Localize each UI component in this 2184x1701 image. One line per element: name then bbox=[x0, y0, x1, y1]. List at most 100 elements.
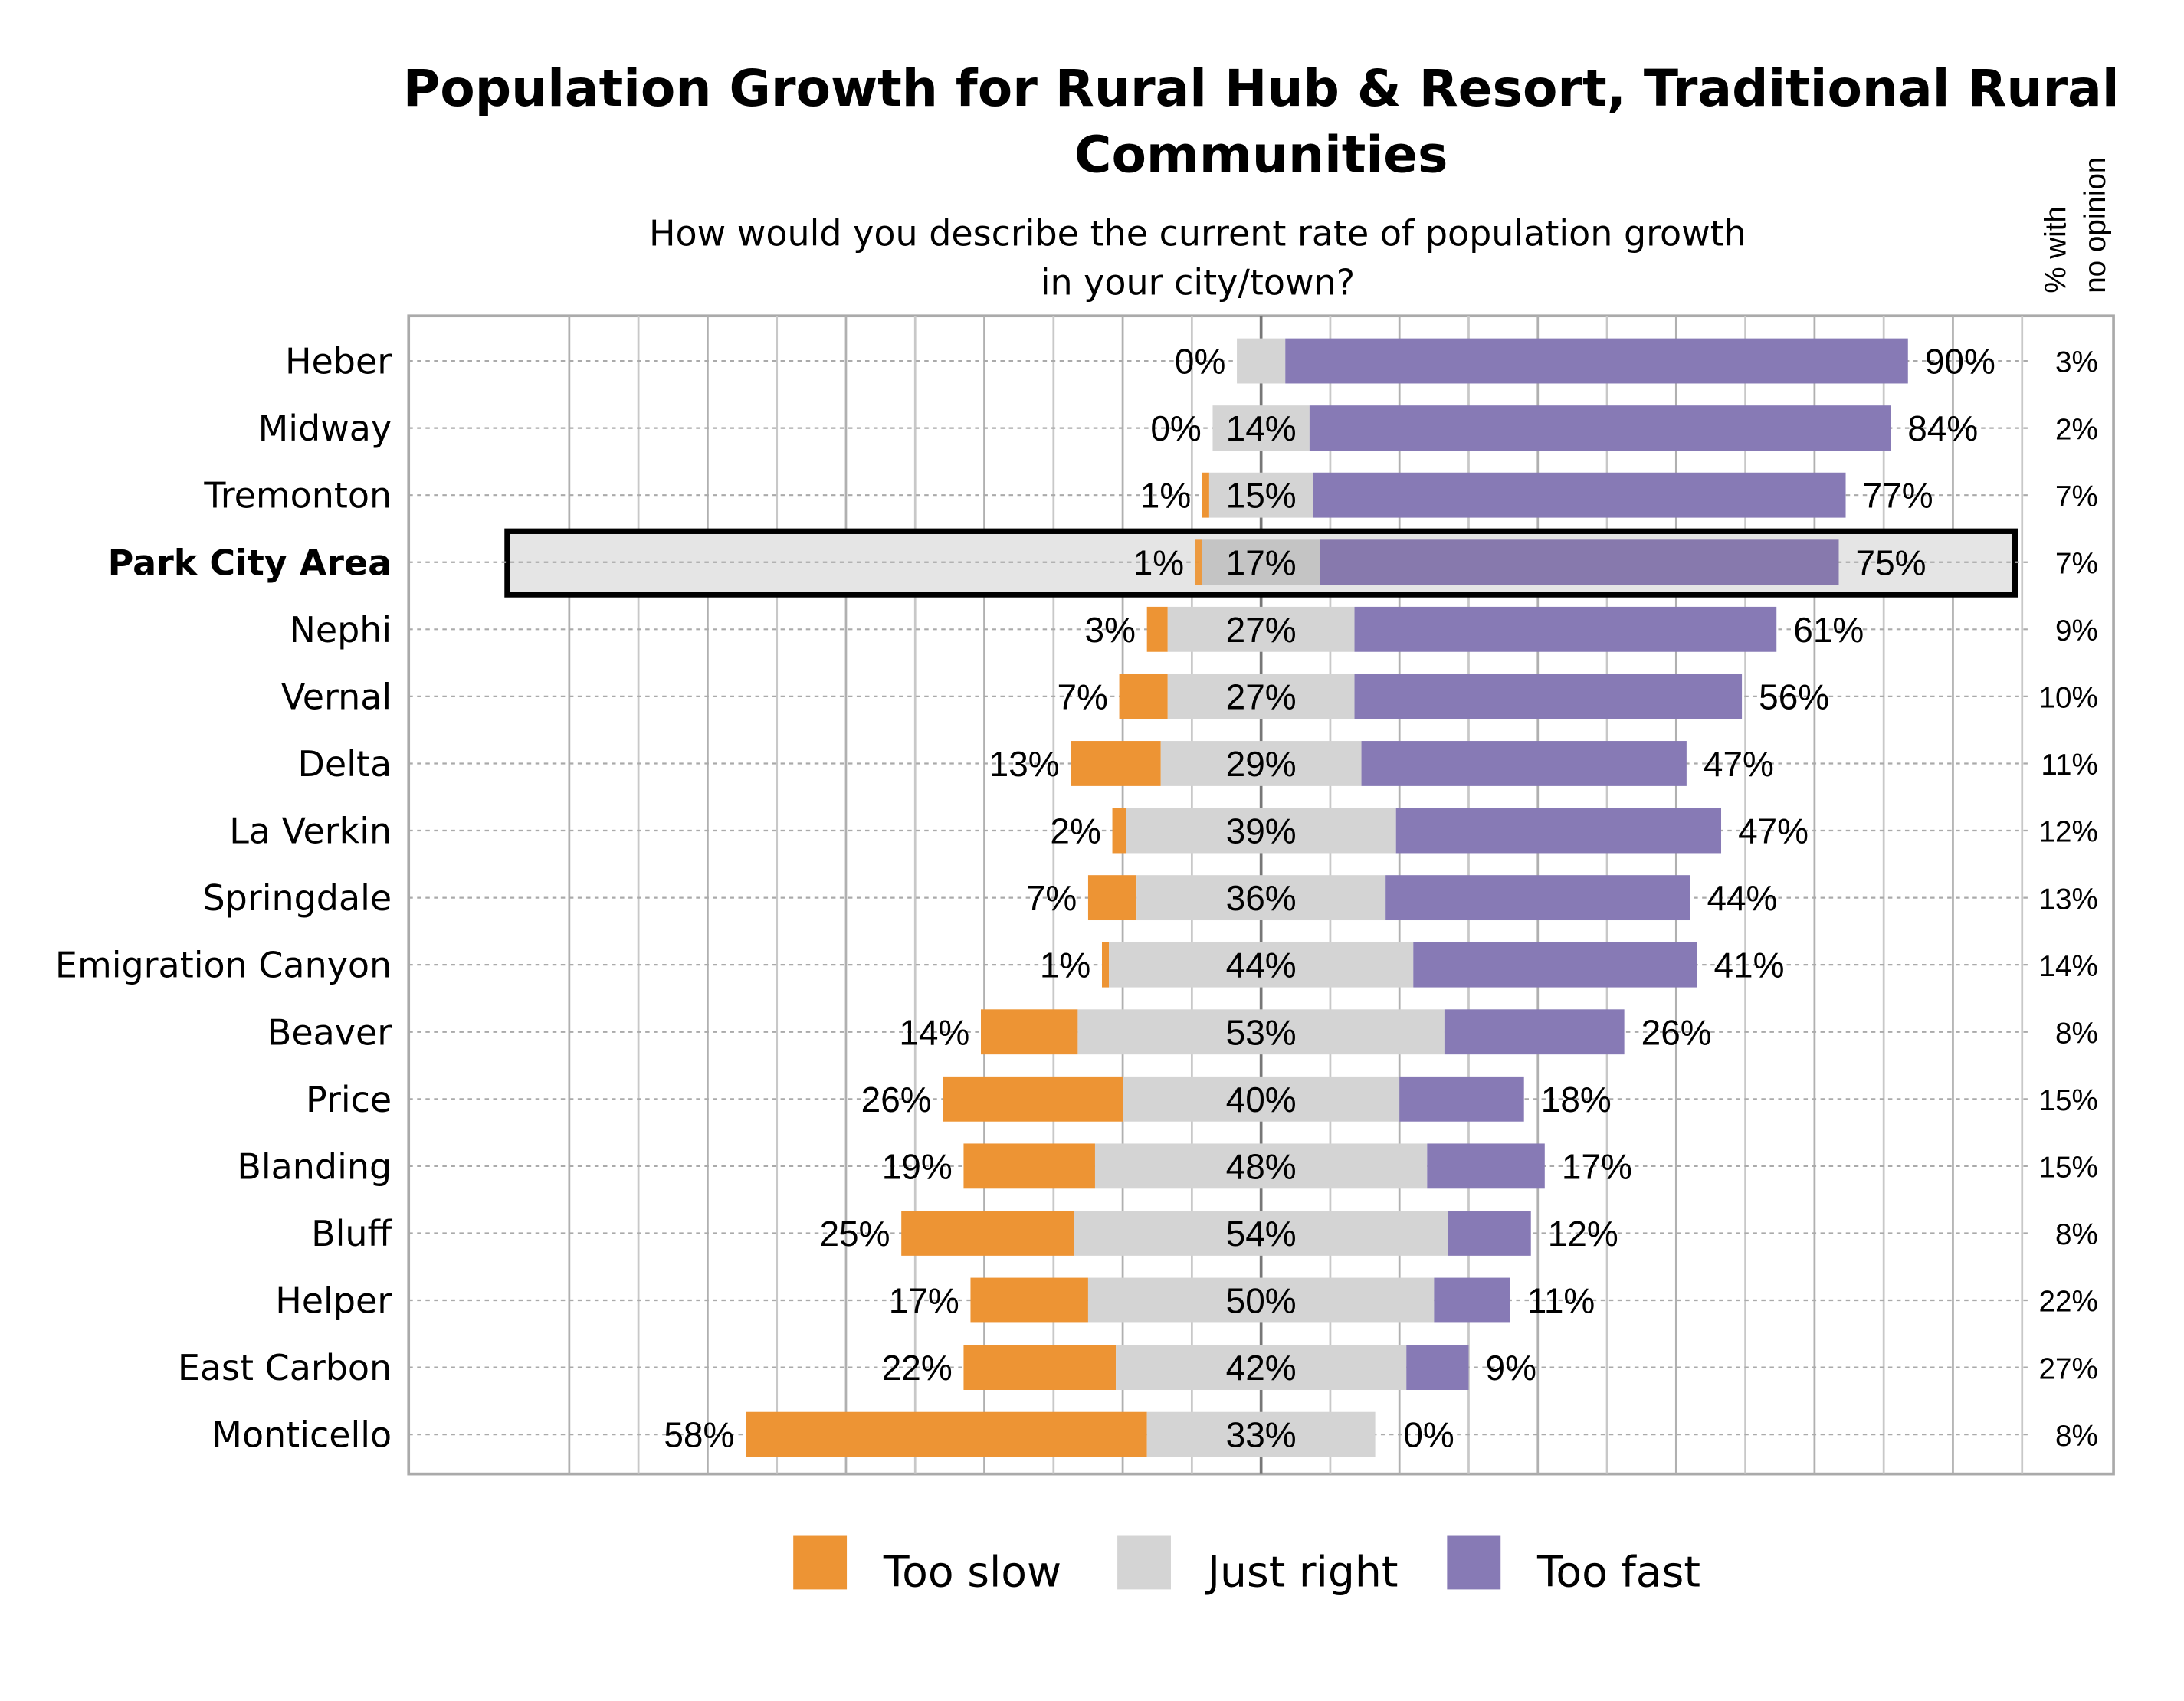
highlighted-category-label: Park City Area bbox=[108, 542, 392, 583]
label-just-right: 17% bbox=[1226, 542, 1297, 582]
label-just-right: 44% bbox=[1226, 946, 1297, 985]
label-just-right: 48% bbox=[1226, 1146, 1297, 1186]
category-label: Blanding bbox=[237, 1145, 392, 1187]
bar-too-slow bbox=[1202, 472, 1209, 518]
category-label: East Carbon bbox=[178, 1347, 392, 1388]
label-no-opinion: 8% bbox=[2055, 1218, 2098, 1251]
bar-too-fast bbox=[1399, 1076, 1524, 1122]
bar-too-fast bbox=[1354, 606, 1777, 652]
bar-too-slow bbox=[970, 1277, 1088, 1323]
bar-too-fast bbox=[1448, 1211, 1531, 1256]
label-just-right: 36% bbox=[1226, 878, 1297, 918]
category-label: Helper bbox=[275, 1280, 392, 1322]
label-just-right: 15% bbox=[1226, 476, 1297, 516]
bar-too-fast bbox=[1427, 1143, 1545, 1189]
bar-too-slow bbox=[1146, 606, 1168, 652]
bar-too-slow bbox=[1087, 875, 1137, 921]
legend-label: Just right bbox=[1205, 1549, 1399, 1598]
bar-too-slow bbox=[1101, 942, 1110, 988]
label-too-slow: 3% bbox=[1085, 610, 1136, 650]
bar-too-fast bbox=[1354, 674, 1743, 719]
bar-too-fast bbox=[1413, 942, 1697, 988]
label-just-right: 14% bbox=[1226, 408, 1297, 448]
label-just-right: 27% bbox=[1226, 610, 1297, 650]
label-no-opinion: 14% bbox=[2039, 950, 2098, 983]
label-too-fast: 47% bbox=[1738, 811, 1809, 851]
legend-swatch bbox=[793, 1535, 848, 1590]
label-just-right: 50% bbox=[1226, 1281, 1297, 1321]
chart-title-line-1: Population Growth for Rural Hub & Resort… bbox=[403, 59, 2120, 118]
bar-just-right bbox=[1109, 942, 1414, 988]
bar-just-right bbox=[1160, 741, 1362, 786]
bar-too-fast bbox=[1444, 1009, 1625, 1055]
label-no-opinion: 15% bbox=[2039, 1152, 2098, 1185]
legend-swatch bbox=[1117, 1535, 1171, 1590]
category-label: Vernal bbox=[281, 676, 392, 717]
label-no-opinion: 13% bbox=[2039, 883, 2098, 916]
bar-just-right bbox=[1237, 338, 1286, 384]
label-too-fast: 0% bbox=[1403, 1415, 1454, 1455]
bar-too-fast bbox=[1309, 405, 1891, 451]
bar-just-right bbox=[1123, 1076, 1400, 1122]
chart-title-line-2: Communities bbox=[1074, 126, 1448, 185]
bar-too-fast bbox=[1320, 539, 1839, 585]
label-just-right: 29% bbox=[1226, 744, 1297, 784]
bar-too-fast bbox=[1285, 338, 1908, 384]
bar-too-fast bbox=[1361, 741, 1687, 786]
category-label: La Verkin bbox=[229, 811, 392, 852]
legend-swatch bbox=[1447, 1535, 1501, 1590]
category-label: Price bbox=[306, 1079, 392, 1120]
category-label: Midway bbox=[258, 408, 392, 449]
label-no-opinion: 22% bbox=[2039, 1286, 2098, 1319]
label-too-slow: 1% bbox=[1133, 542, 1184, 582]
label-no-opinion: 3% bbox=[2055, 346, 2098, 379]
label-no-opinion: 10% bbox=[2039, 682, 2098, 715]
chart-subtitle-line-1: How would you describe the current rate … bbox=[649, 212, 1746, 254]
label-just-right: 39% bbox=[1226, 811, 1297, 851]
bar-too-slow bbox=[963, 1345, 1117, 1390]
bar-too-slow bbox=[1112, 808, 1126, 854]
label-just-right: 40% bbox=[1226, 1080, 1297, 1119]
bar-too-fast bbox=[1313, 472, 1846, 518]
label-too-slow: 7% bbox=[1057, 677, 1107, 716]
bar-just-right bbox=[1208, 472, 1313, 518]
chart-subtitle-line-2: in your city/town? bbox=[1041, 262, 1355, 303]
label-too-slow: 1% bbox=[1140, 476, 1191, 516]
no-opinion-header-line-2: no opinion bbox=[2079, 157, 2112, 293]
label-no-opinion: 7% bbox=[2055, 480, 2098, 513]
bar-too-slow bbox=[901, 1211, 1074, 1256]
label-too-fast: 61% bbox=[1793, 610, 1864, 650]
bar-too-slow bbox=[943, 1076, 1123, 1122]
label-too-fast: 9% bbox=[1486, 1348, 1536, 1388]
plot-area: Heber 0% 90% 3%Midway 0% 14% 84% 2%Tremonton 1% 1… bbox=[55, 314, 2115, 1476]
category-label: Beaver bbox=[267, 1011, 392, 1053]
label-too-slow: 17% bbox=[889, 1281, 959, 1321]
label-just-right: 54% bbox=[1226, 1214, 1297, 1254]
label-too-slow: 19% bbox=[882, 1146, 953, 1186]
bar-too-fast bbox=[1395, 808, 1722, 854]
category-label: Delta bbox=[298, 743, 392, 785]
label-too-slow: 22% bbox=[882, 1348, 953, 1388]
label-too-slow: 13% bbox=[989, 744, 1060, 784]
label-no-opinion: 11% bbox=[2041, 749, 2097, 782]
legend-label: Too fast bbox=[1536, 1549, 1700, 1598]
label-no-opinion: 2% bbox=[2055, 413, 2098, 446]
bar-too-fast bbox=[1385, 875, 1690, 921]
label-too-fast: 90% bbox=[1925, 342, 1995, 382]
label-too-fast: 77% bbox=[1863, 476, 1933, 516]
legend-label: Too slow bbox=[883, 1549, 1061, 1598]
bar-just-right bbox=[1087, 1277, 1435, 1323]
category-label: Nephi bbox=[289, 609, 392, 651]
bar-just-right bbox=[1167, 674, 1355, 719]
label-no-opinion: 15% bbox=[2039, 1084, 2098, 1117]
bar-just-right bbox=[1167, 606, 1355, 652]
bar-too-slow bbox=[981, 1009, 1078, 1055]
bar-just-right bbox=[1212, 405, 1310, 451]
label-too-fast: 75% bbox=[1856, 542, 1927, 582]
label-just-right: 27% bbox=[1226, 677, 1297, 716]
category-label: Emigration Canyon bbox=[55, 945, 392, 986]
label-just-right: 33% bbox=[1226, 1415, 1297, 1455]
bar-too-fast bbox=[1406, 1345, 1469, 1390]
bar-just-right bbox=[1077, 1009, 1445, 1055]
